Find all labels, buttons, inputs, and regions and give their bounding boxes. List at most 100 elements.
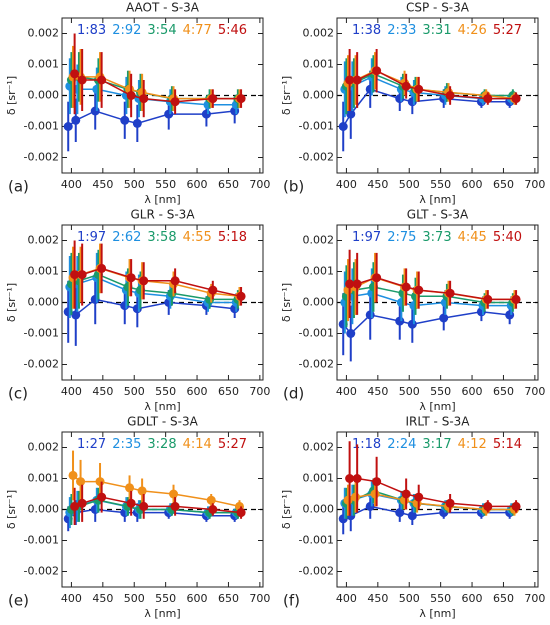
data-point (208, 94, 218, 104)
y-tick-label: -0.001 (24, 327, 59, 340)
panel-title: GDLT - S-3A (127, 415, 198, 429)
legend-entry: 5:27 (493, 23, 522, 38)
legend-row: 1:18 2:24 3:17 4:12 5:14 (352, 437, 522, 452)
x-tick-label: 400 (336, 385, 357, 398)
y-tick-label: 0.002 (28, 27, 60, 40)
data-point (372, 273, 382, 283)
panel-label: (a) (8, 178, 29, 196)
series-line (342, 88, 510, 127)
data-point (70, 270, 80, 280)
data-point (352, 279, 362, 289)
data-point (71, 115, 81, 125)
legend-row: 1:38 2:33 3:31 4:26 5:27 (352, 23, 522, 38)
x-tick-label: 500 (399, 385, 420, 398)
legend-entry: 4:14 (183, 437, 212, 452)
data-point (511, 94, 521, 104)
panel-label: (c) (8, 385, 28, 403)
data-point (372, 66, 382, 76)
x-tick-label: 450 (367, 385, 388, 398)
x-axis-label: λ [nm] (419, 607, 455, 620)
legend-row: 1:27 2:35 3:28 4:14 5:27 (77, 437, 247, 452)
data-point (206, 495, 216, 505)
data-point (352, 75, 362, 85)
plot-frame (336, 431, 539, 588)
legend-entry: 1:38 (352, 23, 381, 38)
x-tick-label: 550 (430, 385, 451, 398)
data-point (70, 501, 80, 511)
y-tick-label: 0.001 (303, 472, 335, 485)
data-point (125, 483, 135, 493)
x-tick-label: 600 (187, 592, 208, 605)
panel-label: (b) (283, 178, 304, 196)
y-tick-label: 0.000 (28, 89, 60, 102)
data-point (77, 498, 87, 508)
legend-entry: 3:31 (422, 23, 451, 38)
legend: 1:97 2:75 3:73 4:45 5:40 (352, 230, 522, 245)
legend-entry: 5:40 (493, 230, 522, 245)
x-tick-label: 500 (399, 592, 420, 605)
x-tick-label: 650 (218, 592, 239, 605)
x-tick-label: 700 (249, 385, 270, 398)
x-tick-label: 550 (155, 592, 176, 605)
y-tick-label: 0.001 (28, 58, 60, 71)
panel-title: AAOT - S-3A (126, 1, 200, 15)
y-tick-label: 0.000 (303, 89, 335, 102)
data-point (370, 489, 380, 499)
panel-label: (f) (283, 592, 300, 610)
data-point (445, 498, 455, 508)
data-point (63, 122, 73, 131)
x-axis-label: λ [nm] (419, 193, 455, 206)
legend-entry: 4:26 (458, 23, 487, 38)
legend: 1:27 2:35 3:28 4:14 5:27 (77, 437, 247, 452)
legend-entry: 5:27 (218, 437, 247, 452)
x-tick-label: 700 (524, 385, 545, 398)
data-point (346, 109, 356, 119)
panel-title: CSP - S-3A (406, 1, 470, 15)
panel-label: (e) (8, 592, 29, 610)
data-point (345, 474, 355, 483)
data-point (407, 319, 417, 329)
data-point (97, 492, 107, 502)
data-point (201, 109, 211, 119)
y-tick-label: 0.002 (303, 234, 335, 247)
x-tick-label: 400 (336, 592, 357, 605)
legend-entry: 2:62 (112, 230, 141, 245)
y-tick-label: 0.002 (28, 234, 60, 247)
data-point (401, 282, 411, 292)
x-axis-label: λ [nm] (419, 400, 455, 413)
y-axis-label: δ [sr⁻¹] (280, 490, 293, 529)
data-point (120, 115, 130, 125)
legend-entry: 3:54 (147, 23, 176, 38)
x-tick-label: 400 (61, 385, 82, 398)
legend-entry: 2:24 (387, 437, 416, 452)
data-point (346, 329, 356, 338)
legend-entry: 3:58 (147, 230, 176, 245)
x-tick-label: 450 (92, 592, 113, 605)
data-point (139, 94, 149, 104)
y-tick-label: -0.002 (299, 151, 334, 164)
data-point (401, 489, 411, 499)
data-point (126, 498, 136, 508)
legend-entry: 1:18 (352, 437, 381, 452)
panel-title: GLT - S-3A (407, 208, 469, 222)
panel-title: IRLT - S-3A (406, 415, 471, 429)
legend-entry: 4:45 (458, 230, 487, 245)
y-tick-label: -0.002 (24, 358, 59, 371)
y-tick-label: 0.002 (303, 441, 335, 454)
data-point (208, 505, 218, 514)
data-point (395, 508, 405, 518)
data-point (76, 477, 86, 487)
legend: 1:97 2:62 3:58 4:55 5:18 (77, 230, 247, 245)
data-point (483, 94, 493, 104)
x-tick-label: 650 (493, 178, 514, 191)
x-tick-label: 650 (493, 385, 514, 398)
x-tick-label: 400 (61, 592, 82, 605)
data-point (77, 270, 87, 280)
data-point (236, 291, 246, 301)
data-point (445, 288, 455, 298)
data-point (414, 492, 424, 502)
data-point (139, 276, 149, 286)
y-tick-label: -0.001 (299, 534, 334, 547)
data-point (407, 511, 417, 521)
